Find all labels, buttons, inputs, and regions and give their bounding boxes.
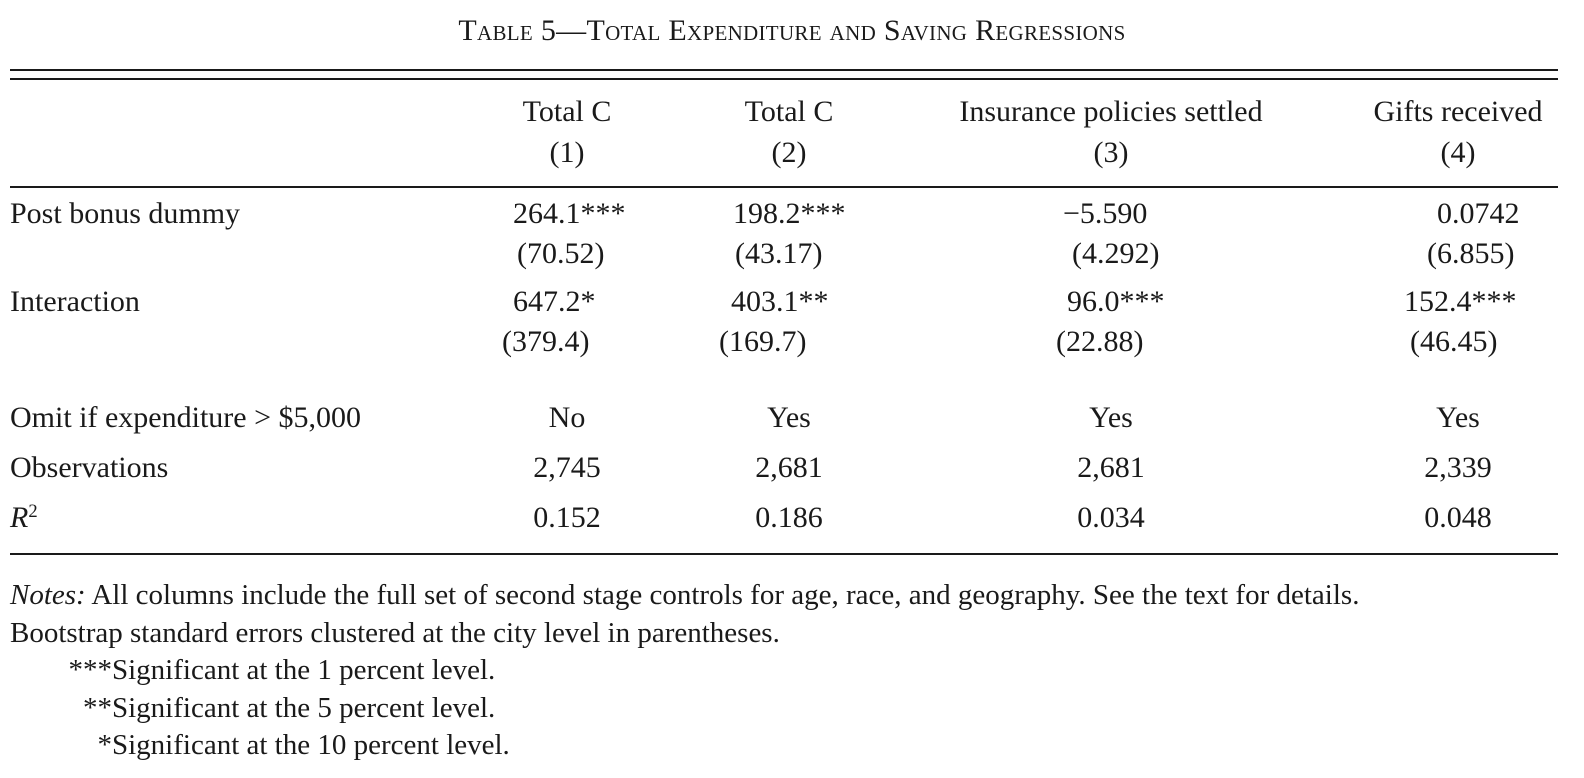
- notes-text-1: All columns include the full set of seco…: [85, 579, 1360, 611]
- se-interaction-1: (379.4): [502, 325, 590, 358]
- table-notes: Notes: All columns include the full set …: [10, 577, 1570, 765]
- significance-stars-3: *: [97, 729, 113, 761]
- column-header-3-name: Insurance policies settled: [959, 95, 1263, 128]
- top-double-rule-upper: [10, 69, 1558, 71]
- coef-interaction-3: 96.0***: [1067, 285, 1165, 318]
- row-label-omit: Omit if expenditure > $5,000: [10, 401, 362, 434]
- notes-line-1: Notes: All columns include the full set …: [10, 577, 1570, 615]
- r-squared-value-1: 0.152: [533, 501, 601, 534]
- column-header-4-number: (4): [1440, 136, 1476, 169]
- se-post-bonus-2: (43.17): [735, 237, 823, 270]
- top-double-rule-lower: [10, 78, 1558, 80]
- omit-value-4: Yes: [1436, 401, 1480, 434]
- row-label-observations: Observations: [10, 451, 169, 484]
- coef-interaction-2: 403.1**: [731, 285, 829, 318]
- column-header-1-number: (1): [549, 136, 585, 169]
- column-header-1-name: Total C: [522, 95, 612, 128]
- column-header-2-number: (2): [771, 136, 807, 169]
- significance-text-2: Significant at the 5 percent level.: [112, 691, 496, 724]
- coef-post-bonus-3: −5.590: [1063, 197, 1148, 230]
- significance-stars-2: **: [83, 691, 112, 724]
- se-post-bonus-3: (4.292): [1072, 237, 1160, 270]
- se-interaction-4: (46.45): [1410, 325, 1498, 358]
- observations-value-1: 2,745: [533, 451, 601, 484]
- observations-value-2: 2,681: [755, 451, 823, 484]
- notes-line-2: Bootstrap standard errors clustered at t…: [10, 616, 780, 649]
- coef-interaction-4: 152.4***: [1404, 285, 1517, 318]
- r-squared-letter: R: [10, 501, 29, 534]
- r-squared-value-3: 0.034: [1077, 501, 1145, 534]
- column-header-4-name: Gifts received: [1373, 95, 1543, 128]
- coef-post-bonus-4: 0.0742: [1437, 197, 1520, 230]
- bottom-rule: [10, 553, 1558, 555]
- se-interaction-3: (22.88): [1056, 325, 1144, 358]
- significance-stars-1: ***: [68, 654, 113, 686]
- r-squared-exponent: 2: [28, 500, 38, 522]
- se-post-bonus-4: (6.855): [1427, 237, 1515, 270]
- omit-value-3: Yes: [1089, 401, 1133, 434]
- table-title: Table 5—Total Expenditure and Saving Reg…: [458, 14, 1126, 47]
- significance-note-3: *Significant at the 10 percent level.: [10, 727, 1570, 765]
- se-interaction-2: (169.7): [719, 325, 807, 358]
- significance-text-3: Significant at the 10 percent level.: [112, 729, 510, 761]
- omit-value-2: Yes: [767, 401, 811, 434]
- column-header-2-name: Total C: [744, 95, 834, 128]
- significance-note-2: **Significant at the 5 percent level.: [10, 690, 1570, 728]
- significance-note-1: ***Significant at the 1 percent level.: [10, 652, 1570, 690]
- coef-post-bonus-1: 264.1***: [513, 197, 626, 230]
- row-label-interaction: Interaction: [10, 285, 140, 318]
- r-squared-value-4: 0.048: [1424, 501, 1492, 534]
- coef-post-bonus-2: 198.2***: [733, 197, 846, 230]
- observations-value-4: 2,339: [1424, 451, 1492, 484]
- row-label-post-bonus: Post bonus dummy: [10, 197, 241, 230]
- significance-text-1: Significant at the 1 percent level.: [112, 654, 496, 686]
- r-squared-value-2: 0.186: [755, 501, 823, 534]
- column-header-3-number: (3): [1093, 136, 1129, 169]
- se-post-bonus-1: (70.52): [517, 237, 605, 270]
- notes-lead: Notes:: [10, 579, 86, 611]
- header-rule: [10, 186, 1558, 188]
- coef-interaction-1: 647.2*: [513, 285, 596, 318]
- omit-value-1: No: [548, 401, 586, 434]
- row-label-r-squared: R2: [10, 500, 38, 534]
- observations-value-3: 2,681: [1077, 451, 1145, 484]
